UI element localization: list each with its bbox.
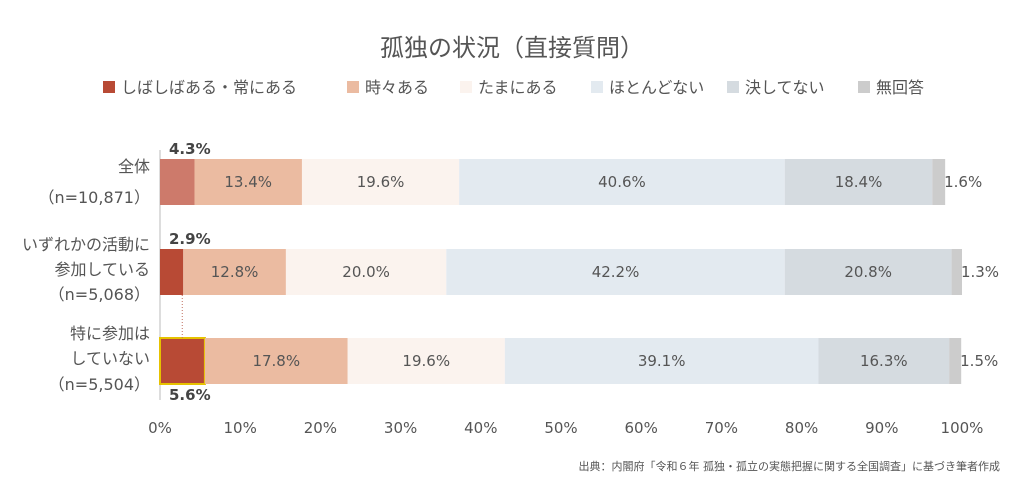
legend-swatch — [591, 81, 603, 93]
data-label: 1.6% — [944, 173, 982, 191]
bar-segment — [784, 159, 933, 205]
data-label: 40.6% — [598, 173, 646, 191]
x-tick-label: 80% — [785, 419, 818, 437]
legend-swatch — [347, 81, 359, 93]
category-label: 参加している — [54, 260, 150, 279]
category-label: 全体 — [118, 157, 150, 176]
data-label: 20.8% — [844, 263, 892, 281]
legend-swatch — [727, 81, 739, 93]
category-label: いずれかの活動に — [22, 235, 150, 254]
legend-label: しばしばある・常にある — [121, 78, 297, 97]
bar-segment — [194, 159, 302, 205]
data-label: 12.8% — [211, 263, 259, 281]
bar-segment — [160, 159, 195, 205]
x-tick-label: 100% — [941, 419, 984, 437]
category-label: していない — [70, 349, 150, 368]
x-tick-label: 40% — [464, 419, 497, 437]
bar-segment — [204, 338, 348, 384]
data-label: 1.5% — [960, 352, 998, 370]
x-tick-label: 90% — [865, 419, 898, 437]
bar-segment — [951, 249, 962, 295]
bar-segment — [504, 338, 819, 384]
data-label: 5.6% — [169, 386, 211, 404]
data-label: 4.3% — [169, 140, 211, 158]
category-label: （n=5,068） — [49, 285, 150, 304]
chart-title: 孤独の状況（直接質問） — [380, 34, 644, 62]
x-tick-label: 30% — [384, 419, 417, 437]
bar-segment — [784, 249, 952, 295]
data-label: 20.0% — [342, 263, 390, 281]
bar-segment — [183, 249, 286, 295]
bar-segment — [301, 159, 460, 205]
data-label: 18.4% — [835, 173, 883, 191]
x-tick-label: 0% — [148, 419, 172, 437]
legend-swatch — [858, 81, 870, 93]
bar-segment — [459, 159, 785, 205]
data-label: 39.1% — [638, 352, 686, 370]
source-note: 出典：内閣府「令和６年 孤独・孤立の実態把握に関する全国調査」に基づき筆者作成 — [579, 459, 1001, 473]
data-label: 17.8% — [252, 352, 300, 370]
data-label: 1.3% — [961, 263, 999, 281]
legend-label: ほとんどない — [609, 78, 704, 97]
bar-segment — [347, 338, 505, 384]
bar-segment — [932, 159, 946, 205]
bar-segment — [949, 338, 962, 384]
data-label: 19.6% — [357, 173, 405, 191]
legend-swatch — [103, 81, 115, 93]
legend-label: 無回答 — [876, 78, 924, 97]
category-label: （n=5,504） — [49, 375, 150, 394]
bar-segment — [446, 249, 785, 295]
x-tick-label: 10% — [224, 419, 257, 437]
legend-swatch — [460, 81, 472, 93]
x-tick-label: 50% — [544, 419, 577, 437]
category-label: （n=10,871） — [38, 188, 150, 207]
data-label: 16.3% — [860, 352, 908, 370]
x-tick-label: 20% — [304, 419, 337, 437]
data-label: 42.2% — [592, 263, 640, 281]
data-label: 19.6% — [402, 352, 450, 370]
bar-segment — [285, 249, 447, 295]
data-label: 13.4% — [224, 173, 272, 191]
x-tick-label: 60% — [625, 419, 658, 437]
bar-segment — [818, 338, 950, 384]
data-label: 2.9% — [169, 230, 211, 248]
category-label: 特に参加は — [70, 324, 150, 343]
bar-segment — [160, 249, 184, 295]
legend-label: 決してない — [745, 78, 825, 97]
legend-label: たまにある — [478, 78, 558, 97]
legend-label: 時々ある — [365, 78, 429, 97]
x-tick-label: 70% — [705, 419, 738, 437]
bar-segment — [159, 337, 206, 385]
